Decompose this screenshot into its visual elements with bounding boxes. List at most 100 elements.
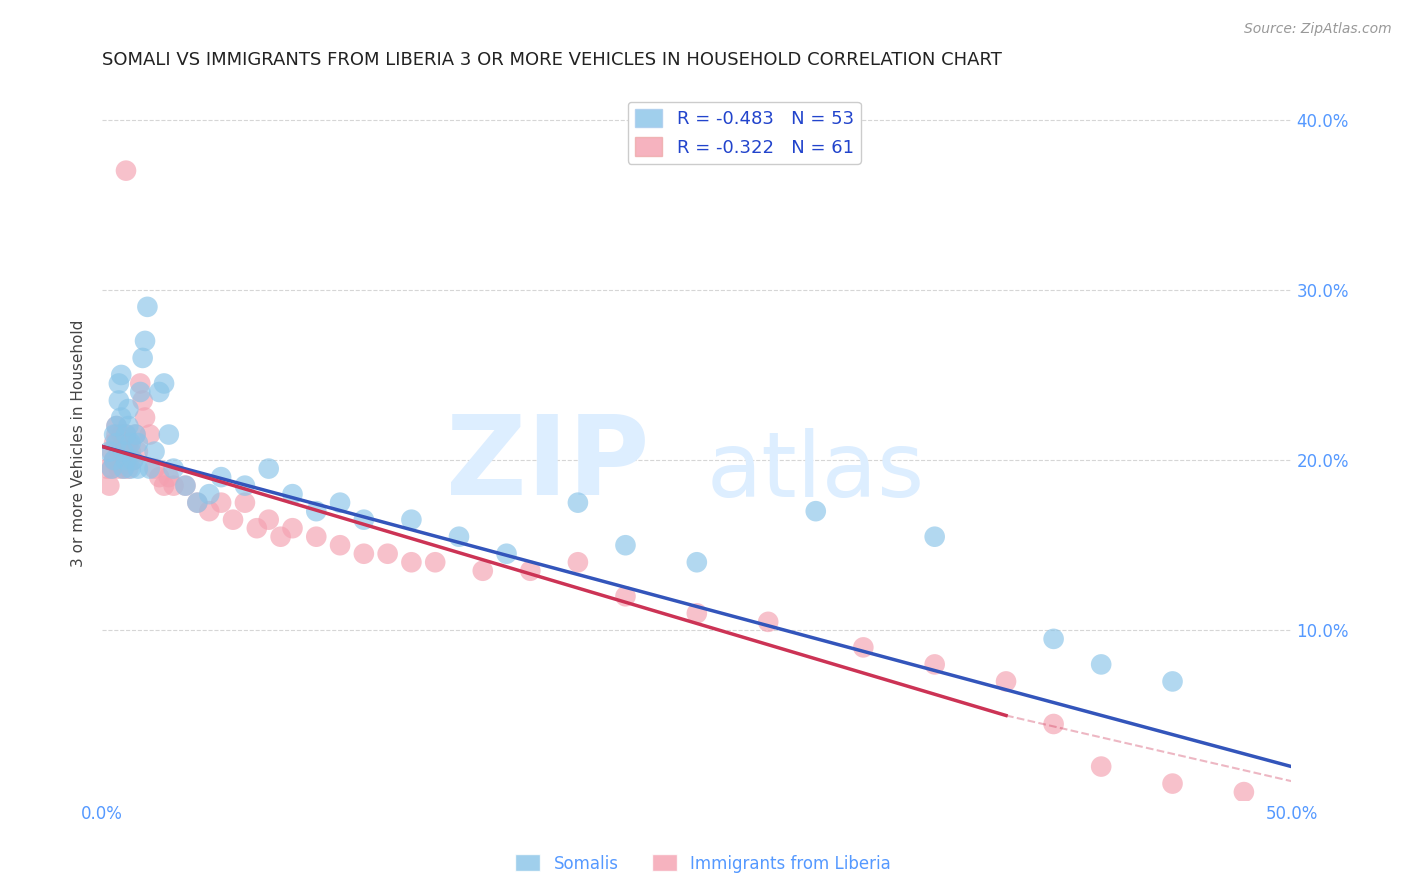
Point	[112, 444, 135, 458]
Point	[115, 163, 138, 178]
Point	[108, 376, 131, 391]
Point	[281, 521, 304, 535]
Point	[134, 334, 156, 348]
Point	[198, 504, 221, 518]
Point	[103, 453, 125, 467]
Point	[1090, 657, 1112, 672]
Point	[96, 461, 118, 475]
Point	[120, 444, 142, 458]
Text: atlas: atlas	[707, 427, 925, 516]
Point	[401, 513, 423, 527]
Point	[924, 657, 946, 672]
Point	[924, 530, 946, 544]
Point	[162, 478, 184, 492]
Point	[110, 444, 132, 458]
Point	[186, 496, 208, 510]
Point	[108, 393, 131, 408]
Point	[148, 470, 170, 484]
Text: SOMALI VS IMMIGRANTS FROM LIBERIA 3 OR MORE VEHICLES IN HOUSEHOLD CORRELATION CH: SOMALI VS IMMIGRANTS FROM LIBERIA 3 OR M…	[103, 51, 1002, 69]
Point	[131, 393, 153, 408]
Point	[162, 461, 184, 475]
Point	[112, 461, 135, 475]
Point	[614, 538, 637, 552]
Point	[122, 453, 145, 467]
Point	[305, 504, 328, 518]
Point	[174, 478, 197, 492]
Point	[270, 530, 292, 544]
Point	[127, 444, 149, 458]
Legend: R = -0.483   N = 53, R = -0.322   N = 61: R = -0.483 N = 53, R = -0.322 N = 61	[628, 102, 860, 164]
Point	[353, 547, 375, 561]
Point	[122, 453, 145, 467]
Point	[110, 427, 132, 442]
Point	[103, 436, 125, 450]
Point	[117, 461, 139, 475]
Point	[995, 674, 1018, 689]
Point	[329, 538, 352, 552]
Point	[98, 478, 121, 492]
Point	[257, 513, 280, 527]
Point	[233, 496, 256, 510]
Point	[756, 615, 779, 629]
Point	[115, 427, 138, 442]
Point	[281, 487, 304, 501]
Point	[110, 410, 132, 425]
Point	[117, 436, 139, 450]
Point	[567, 555, 589, 569]
Point	[105, 427, 128, 442]
Point	[686, 607, 709, 621]
Point	[447, 530, 470, 544]
Point	[120, 461, 142, 475]
Point	[246, 521, 269, 535]
Point	[471, 564, 494, 578]
Point	[124, 427, 146, 442]
Point	[614, 590, 637, 604]
Point	[112, 461, 135, 475]
Point	[117, 402, 139, 417]
Point	[108, 461, 131, 475]
Point	[353, 513, 375, 527]
Point	[519, 564, 541, 578]
Point	[139, 461, 162, 475]
Point	[127, 436, 149, 450]
Point	[1161, 674, 1184, 689]
Point	[198, 487, 221, 501]
Point	[1090, 759, 1112, 773]
Point	[153, 376, 176, 391]
Point	[1042, 632, 1064, 646]
Point	[129, 384, 152, 399]
Point	[305, 530, 328, 544]
Point	[148, 384, 170, 399]
Point	[852, 640, 875, 655]
Point	[1042, 717, 1064, 731]
Point	[157, 470, 180, 484]
Point	[257, 461, 280, 475]
Point	[1161, 776, 1184, 790]
Point	[127, 461, 149, 475]
Text: ZIP: ZIP	[446, 411, 650, 518]
Point	[100, 461, 122, 475]
Point	[329, 496, 352, 510]
Point	[804, 504, 827, 518]
Point	[136, 300, 159, 314]
Point	[143, 444, 166, 458]
Point	[100, 444, 122, 458]
Point	[377, 547, 399, 561]
Point	[222, 513, 245, 527]
Point	[129, 376, 152, 391]
Point	[120, 436, 142, 450]
Point	[98, 444, 121, 458]
Text: Source: ZipAtlas.com: Source: ZipAtlas.com	[1244, 22, 1392, 37]
Point	[131, 351, 153, 365]
Point	[103, 453, 125, 467]
Point	[134, 410, 156, 425]
Point	[186, 496, 208, 510]
Point	[157, 427, 180, 442]
Point	[124, 427, 146, 442]
Point	[153, 478, 176, 492]
Point	[100, 461, 122, 475]
Point	[209, 470, 232, 484]
Point	[115, 453, 138, 467]
Point	[105, 419, 128, 434]
Point	[105, 436, 128, 450]
